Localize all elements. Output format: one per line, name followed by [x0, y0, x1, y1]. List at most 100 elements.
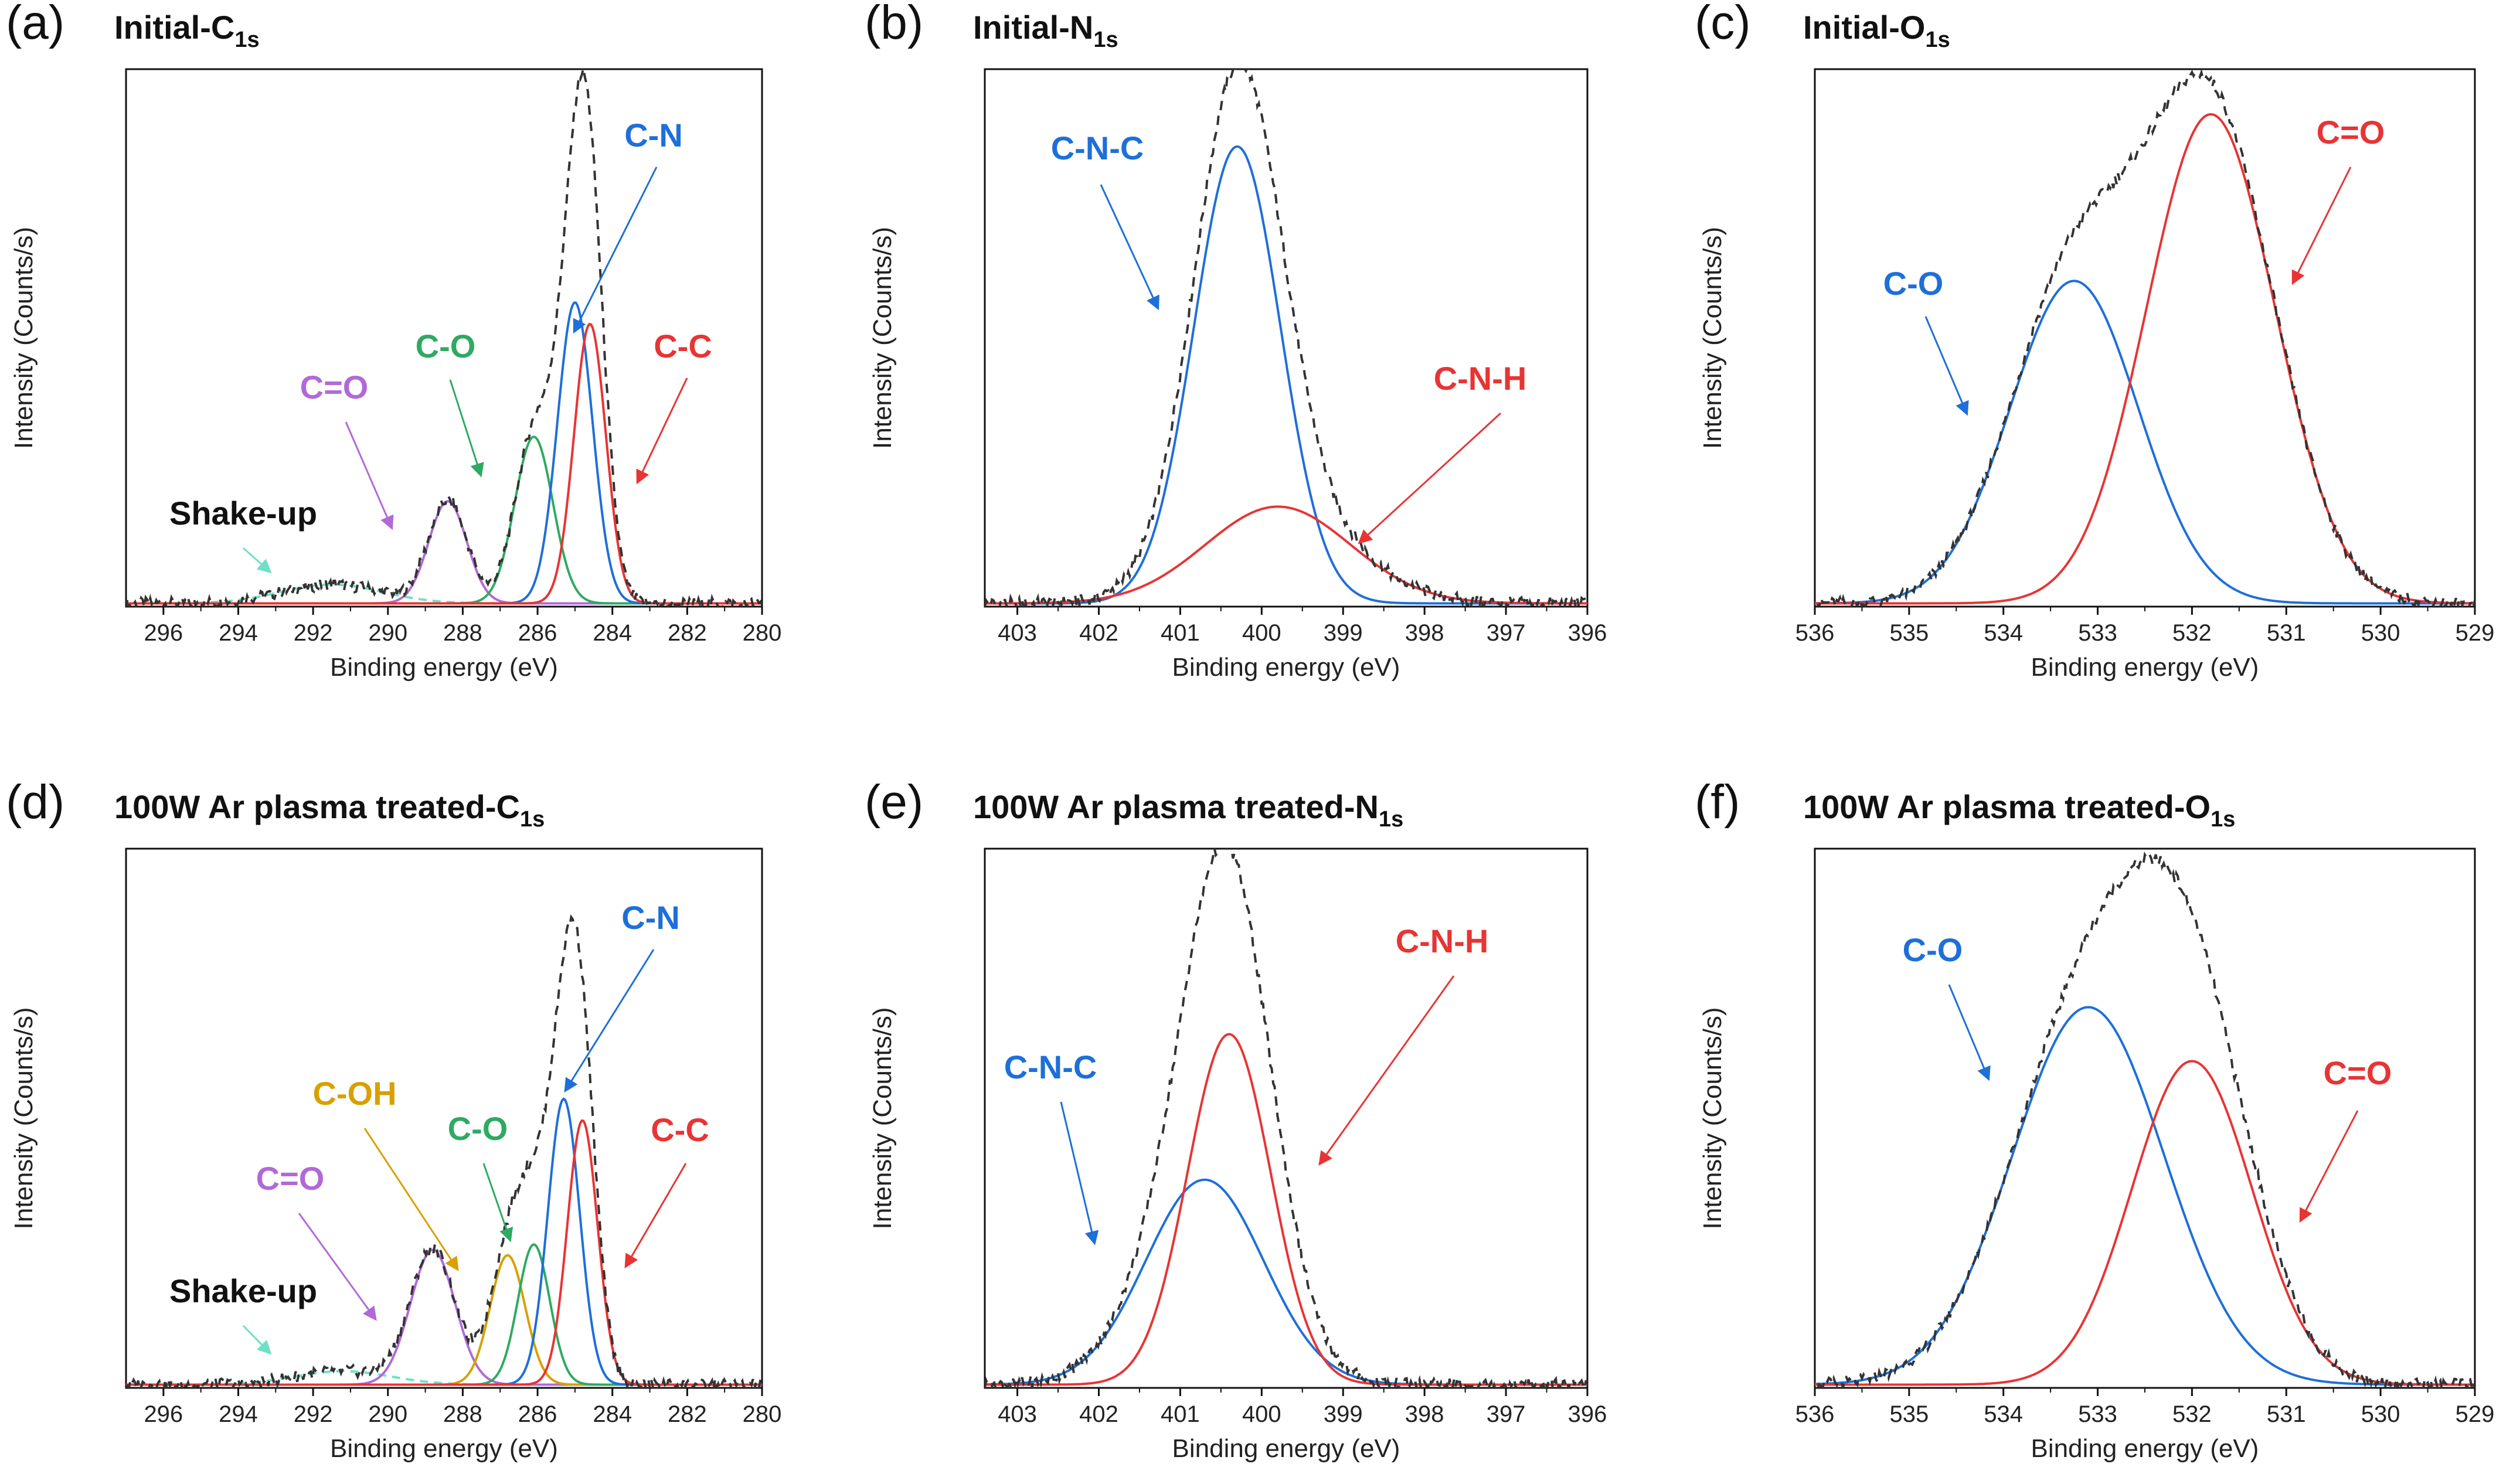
peak-arrow-c-o — [1924, 316, 1969, 416]
y-axis-label: Intensity (Counts/s) — [9, 227, 38, 449]
series-c-o — [1815, 113, 2475, 605]
plot-frame — [125, 68, 763, 608]
peak-label-shake-up: Shake-up — [169, 495, 317, 532]
panel-title-subscript: 1s — [2210, 807, 2235, 832]
panel-title-main: 100W Ar plasma treated-N — [973, 788, 1379, 825]
panel-letter: (d) — [6, 775, 64, 829]
series-c-c — [126, 322, 762, 605]
series-envelope — [1815, 851, 2475, 1388]
x-tick-label: 534 — [1984, 1401, 2023, 1427]
peak-arrow-c-n-c — [1100, 184, 1159, 311]
x-axis-label: Binding energy (eV) — [330, 653, 558, 682]
curves — [1815, 851, 2475, 1388]
x-tick-label: 533 — [2078, 1401, 2117, 1427]
x-tick-label: 290 — [368, 1401, 407, 1427]
x-tick-label: 530 — [2361, 620, 2400, 646]
peak-label-c-o: C=O — [2324, 1054, 2392, 1091]
peak-label-c-o: C=O — [300, 369, 369, 406]
series-envelope — [985, 849, 1587, 1388]
panel-c: (c) Initial-O1s 536 535 534 533 532 531 530 529 Bi… — [1695, 0, 2494, 682]
x-tick-label: 286 — [518, 620, 557, 646]
panel-title-main: Initial-N — [973, 9, 1093, 46]
panel-a: (a) Initial-C1s 296 294 292 290 288 286 284 282 28… — [6, 0, 781, 682]
plot-frame — [125, 847, 763, 1389]
x-tick-label: 402 — [1079, 1401, 1118, 1427]
x-tick-label: 401 — [1161, 1401, 1200, 1427]
peak-label-c-n-h: C-N-H — [1434, 360, 1527, 397]
x-axis-label: Binding energy (eV) — [1172, 1434, 1400, 1463]
panel-title-main: Initial-C — [114, 9, 234, 46]
peak-label-c-o: C-O — [416, 328, 476, 365]
y-axis-label: Intensity (Counts/s) — [9, 1007, 38, 1229]
peak-label-c-o: C-O — [448, 1110, 508, 1147]
panel-letter: (e) — [865, 775, 923, 829]
panel-letter: (b) — [865, 0, 923, 49]
x-axis-label: Binding energy (eV) — [2031, 1434, 2259, 1463]
x-tick-label: 403 — [998, 620, 1037, 646]
panel-title-subscript: 1s — [1925, 28, 1950, 52]
peak-arrow-c-c — [624, 1163, 687, 1269]
x-tick-label: 282 — [668, 620, 707, 646]
curves — [1815, 69, 2475, 607]
x-tick-label: 292 — [294, 620, 333, 646]
x-tick-label: 399 — [1324, 620, 1363, 646]
series-envelope — [1815, 69, 2475, 607]
x-tick-label: 288 — [443, 620, 482, 646]
panel-title: Initial-N1s — [973, 9, 1118, 52]
panel-title-main: 100W Ar plasma treated-C — [114, 788, 520, 825]
series-c-n-c — [985, 145, 1587, 605]
panel-title-subscript: 1s — [520, 807, 545, 832]
peak-arrow-shake-up — [243, 547, 272, 574]
panel-title-main: 100W Ar plasma treated-O — [1803, 788, 2210, 825]
y-axis-label: Intensity (Counts/s) — [868, 1007, 897, 1229]
peak-label-c-n-h: C-N-H — [1396, 923, 1489, 959]
x-tick-label: 294 — [219, 620, 258, 646]
x-tick-label: 529 — [2456, 620, 2495, 646]
y-axis-label: Intensity (Counts/s) — [1698, 1007, 1727, 1229]
series-envelope — [126, 69, 762, 607]
x-tick-label: 400 — [1242, 1401, 1281, 1427]
curves — [126, 69, 762, 607]
panel-title-main: Initial-O — [1803, 9, 1925, 46]
peak-arrow-c-o — [2299, 1110, 2359, 1223]
x-tick-label: 530 — [2361, 1401, 2400, 1427]
series-c-o — [1815, 280, 2475, 605]
panel-e: (e) 100W Ar plasma treated-N1s 403 402 401 40… — [865, 775, 1607, 1463]
x-tick-label: 284 — [593, 620, 632, 646]
panel-title-subscript: 1s — [1379, 807, 1403, 832]
x-tick-label: 536 — [1795, 1401, 1835, 1427]
series-envelope — [126, 914, 762, 1388]
series-c-o — [1815, 1060, 2475, 1386]
x-tick-label: 296 — [144, 620, 183, 646]
peak-label-c-oh: C-OH — [312, 1075, 396, 1112]
panel-title: 100W Ar plasma treated-C1s — [114, 788, 545, 832]
x-tick-label: 535 — [1889, 620, 1929, 646]
peak-arrow-c-n-c — [1060, 1101, 1099, 1245]
x-tick-label: 290 — [368, 620, 407, 646]
peak-label-c-o: C-O — [1903, 931, 1963, 968]
x-tick-label: 531 — [2267, 620, 2306, 646]
x-tick-label: 401 — [1161, 620, 1200, 646]
peak-label-c-n: C-N — [624, 117, 683, 154]
x-tick-label: 533 — [2078, 620, 2117, 646]
panel-f: (f) 100W Ar plasma treated-O1s 536 535 534 53… — [1695, 775, 2494, 1463]
x-tick-label: 286 — [518, 1401, 557, 1427]
series-shake-up — [126, 583, 762, 605]
peak-label-c-n-c: C-N-C — [1004, 1049, 1097, 1085]
peak-label-c-c: C-C — [651, 1111, 709, 1148]
y-axis-label: Intensity (Counts/s) — [868, 227, 897, 449]
x-tick-label: 296 — [144, 1401, 183, 1427]
x-axis-label: Binding energy (eV) — [1172, 653, 1400, 682]
peak-label-c-o: C=O — [2317, 114, 2385, 151]
x-tick-label: 399 — [1324, 1401, 1363, 1427]
x-axis-label: Binding energy (eV) — [330, 1434, 558, 1463]
curves — [985, 69, 1587, 607]
peak-label-shake-up: Shake-up — [169, 1272, 317, 1309]
plot-frame — [984, 847, 1589, 1389]
peak-label-c-o: C=O — [256, 1160, 325, 1197]
x-tick-label: 396 — [1568, 620, 1607, 646]
peak-label-c-n: C-N — [621, 899, 680, 936]
panel-title-subscript: 1s — [1093, 28, 1118, 52]
panel-title: 100W Ar plasma treated-N1s — [973, 788, 1403, 832]
